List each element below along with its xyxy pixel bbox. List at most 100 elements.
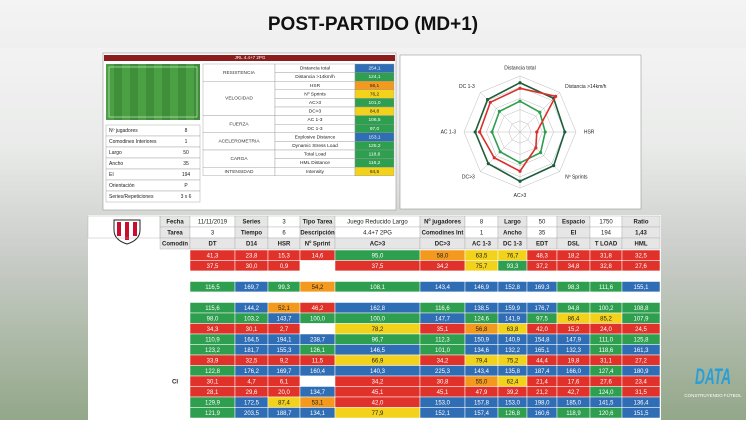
data-cell — [159, 302, 191, 314]
cell-text: 18,2 — [568, 253, 580, 259]
header-text: Nº Sprint — [305, 241, 331, 247]
header-text: Largo — [504, 219, 521, 225]
cell-text: 27,6 — [635, 264, 647, 270]
cell-text: 134,7 — [310, 390, 326, 396]
cell-text: 79,4 — [476, 358, 488, 364]
data-cell — [159, 281, 191, 293]
radar-point — [543, 130, 547, 134]
data-cell — [621, 407, 661, 419]
brand-logo: DATA CONSTRUYENDO FÚTBOL — [684, 364, 742, 398]
cell-text: 99,3 — [278, 285, 290, 291]
header-text: Comodín — [162, 241, 188, 247]
metric-value: 101,0 — [368, 100, 380, 106]
cell-text: 111,0 — [599, 337, 614, 343]
radar-point — [498, 150, 502, 154]
cell-text: 45,1 — [437, 390, 449, 396]
info-label: Nº jugadores — [109, 128, 138, 134]
cell-text: 0,9 — [280, 264, 289, 270]
cell-text: 120,6 — [598, 411, 614, 417]
cell-text: 53,1 — [312, 400, 324, 406]
header-text: Comodines Int — [422, 230, 464, 236]
cell-text: 147,9 — [566, 337, 582, 343]
cell-text: 75,2 — [507, 358, 519, 364]
field-stripe — [106, 64, 114, 120]
header-text: EI — [571, 230, 577, 236]
metric-name: Total Load — [304, 152, 326, 158]
cell-text: 31,8 — [600, 253, 612, 259]
cell-text: 62,4 — [507, 379, 519, 385]
radar-point — [518, 81, 522, 85]
header-text: 1,43 — [635, 230, 647, 236]
cell-text: 96,7 — [372, 337, 384, 343]
cell-text: 27,2 — [635, 358, 647, 364]
data-cell — [159, 291, 191, 303]
header-text: Tipo Tarea — [303, 219, 333, 225]
cell-text: 125,8 — [633, 337, 649, 343]
radar-point — [518, 161, 522, 165]
cell-text: 2,7 — [280, 327, 289, 333]
field-image — [106, 64, 200, 120]
slide-title: POST-PARTIDO (MD+1) — [268, 14, 478, 35]
cell-text: 124,6 — [474, 316, 490, 322]
group-name: RESISTENCIA — [223, 70, 256, 76]
header-text: Nº jugadores — [424, 219, 462, 225]
metric-name: AC 1-3 — [308, 117, 323, 123]
info-value: P — [184, 183, 188, 189]
radar-point — [552, 164, 556, 168]
header-text: Ancho — [503, 230, 522, 236]
cell-text: 198,0 — [534, 400, 550, 406]
data-cell — [299, 291, 336, 303]
data-cell — [556, 270, 591, 282]
group-name: VELOCIDAD — [225, 96, 253, 102]
header-text: EDT — [536, 241, 548, 247]
cell-text: 157,8 — [474, 400, 490, 406]
data-cell — [497, 291, 528, 303]
cell-text: 4,7 — [247, 379, 256, 385]
cell-text: 11,5 — [312, 358, 324, 364]
header-text: 6 — [282, 230, 286, 236]
cell-text: 42,7 — [568, 390, 580, 396]
cell-text: 129,9 — [205, 400, 221, 406]
cell-text: 31,1 — [600, 358, 612, 364]
cell-text: 45,1 — [372, 390, 384, 396]
cell-text: 150,9 — [474, 337, 490, 343]
cell-text: 134,1 — [310, 411, 326, 417]
radar-label: AC 1-3 — [441, 129, 457, 135]
cell-text: 153,0 — [505, 400, 521, 406]
cell-text: 132,2 — [505, 348, 521, 354]
data-cell — [419, 291, 466, 303]
data-cell — [621, 270, 661, 282]
cell-text: 155,3 — [276, 348, 292, 354]
group-name: ACELEROMETRIA — [218, 139, 260, 145]
data-cell — [299, 323, 336, 335]
data-cell — [159, 354, 191, 366]
cell-text: 32,8 — [600, 264, 612, 270]
radar-point — [563, 130, 567, 134]
cell-text: CI — [172, 379, 178, 385]
data-cell — [556, 291, 591, 303]
cell-text: 35,1 — [437, 327, 449, 333]
cell-text: 160,6 — [534, 411, 550, 417]
header-text: Fecha — [166, 219, 184, 225]
cell-text: 187,4 — [534, 369, 550, 375]
radar-point — [538, 110, 542, 114]
cell-text: 164,5 — [244, 337, 260, 343]
header-text: Ratio — [634, 219, 649, 225]
cell-text: 152,1 — [435, 411, 451, 417]
panel-header — [104, 55, 395, 61]
cell-text: 39,2 — [507, 390, 519, 396]
header-text: Descripción — [300, 230, 335, 236]
cell-text: 19,8 — [568, 358, 580, 364]
info-label: Orientación — [109, 183, 135, 189]
radar-point — [485, 97, 490, 102]
field-stripe — [122, 64, 130, 120]
cell-text: 144,2 — [244, 306, 260, 312]
data-cell — [159, 260, 191, 272]
field-stripe — [186, 64, 194, 120]
panel-header-text: JRL 4.4+7 2PG — [235, 55, 266, 60]
info-value: 35 — [183, 161, 189, 167]
cell-text: 159,9 — [505, 306, 521, 312]
cell-text: 32,5 — [635, 253, 647, 259]
cell-text: 6,1 — [280, 379, 289, 385]
